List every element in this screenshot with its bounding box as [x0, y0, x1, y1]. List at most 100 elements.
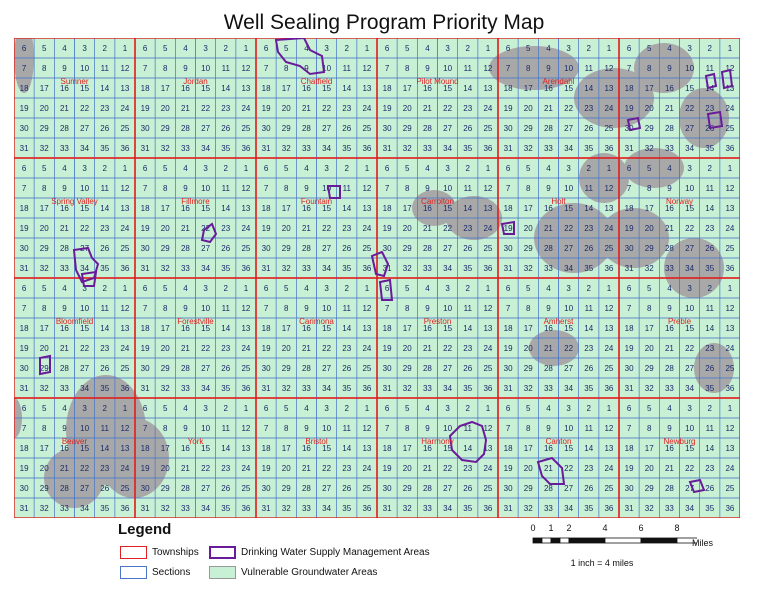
- section-number: 4: [304, 44, 309, 53]
- section-number: 29: [161, 484, 170, 493]
- section-number: 13: [604, 324, 613, 333]
- section-number: 6: [385, 44, 390, 53]
- section-number: 11: [585, 424, 594, 433]
- section-number: 15: [322, 204, 331, 213]
- section-number: 6: [22, 284, 27, 293]
- section-number: 15: [201, 324, 210, 333]
- section-number: 33: [544, 144, 553, 153]
- section-number: 14: [100, 444, 109, 453]
- section-number: 33: [302, 504, 311, 513]
- section-number: 5: [526, 44, 531, 53]
- section-number: 23: [100, 104, 109, 113]
- section-number: 5: [405, 164, 410, 173]
- section-number: 36: [483, 504, 492, 513]
- section-number: 32: [161, 144, 170, 153]
- section-number: 16: [665, 204, 674, 213]
- section-number: 22: [322, 224, 331, 233]
- legend-dwsma-swatch: [209, 546, 236, 559]
- section-number: 21: [181, 224, 190, 233]
- scale-tick-label: 8: [674, 523, 679, 533]
- section-number: 8: [405, 304, 410, 313]
- section-number: 25: [362, 364, 371, 373]
- section-number: 2: [345, 404, 350, 413]
- section-number: 36: [241, 144, 250, 153]
- section-number: 31: [262, 144, 271, 153]
- section-number: 30: [20, 364, 29, 373]
- section-number: 10: [201, 424, 210, 433]
- section-number: 27: [564, 244, 573, 253]
- section-number: 29: [40, 244, 49, 253]
- section-number: 16: [665, 324, 674, 333]
- section-number: 21: [423, 344, 432, 353]
- section-number: 24: [483, 224, 492, 233]
- section-number: 7: [22, 184, 27, 193]
- section-number: 26: [221, 484, 230, 493]
- section-number: 5: [284, 404, 289, 413]
- section-number: 21: [544, 104, 553, 113]
- section-number: 4: [425, 284, 430, 293]
- non-vulnerable-area-12: [412, 190, 456, 226]
- section-number: 20: [161, 464, 170, 473]
- section-number: 10: [685, 424, 694, 433]
- section-number: 35: [584, 264, 593, 273]
- section-number: 35: [342, 504, 351, 513]
- section-number: 10: [322, 184, 331, 193]
- section-number: 9: [425, 184, 430, 193]
- section-number: 17: [282, 204, 291, 213]
- section-number: 23: [463, 224, 472, 233]
- section-number: 25: [241, 484, 250, 493]
- section-number: 1: [728, 44, 733, 53]
- section-number: 13: [483, 444, 492, 453]
- section-number: 34: [685, 504, 694, 513]
- scale-tick-label: 1: [548, 523, 553, 533]
- section-number: 36: [362, 384, 371, 393]
- section-number: 7: [22, 304, 27, 313]
- section-number: 35: [221, 504, 230, 513]
- section-number: 16: [423, 84, 432, 93]
- section-number: 16: [302, 84, 311, 93]
- section-number: 18: [383, 204, 392, 213]
- section-number: 34: [685, 384, 694, 393]
- section-number: 27: [564, 364, 573, 373]
- section-number: 33: [60, 384, 69, 393]
- section-number: 6: [264, 44, 269, 53]
- section-number: 1: [728, 164, 733, 173]
- legend-vulnerable: Vulnerable Groundwater Areas: [209, 566, 377, 579]
- section-number: 20: [524, 224, 533, 233]
- section-number: 7: [143, 424, 148, 433]
- section-number: 24: [604, 104, 613, 113]
- section-number: 22: [322, 344, 331, 353]
- section-number: 23: [705, 464, 714, 473]
- section-number: 34: [564, 144, 573, 153]
- section-number: 3: [445, 44, 450, 53]
- section-number: 28: [60, 244, 69, 253]
- section-number: 26: [221, 244, 230, 253]
- section-number: 32: [282, 504, 291, 513]
- section-number: 1: [607, 44, 612, 53]
- section-number: 21: [60, 464, 69, 473]
- dwsma-area-0: [274, 38, 326, 76]
- section-number: 6: [385, 404, 390, 413]
- section-number: 21: [423, 104, 432, 113]
- section-number: 3: [203, 404, 208, 413]
- section-number: 32: [403, 384, 412, 393]
- section-number: 21: [544, 464, 553, 473]
- section-number: 21: [302, 464, 311, 473]
- section-number: 5: [163, 284, 168, 293]
- section-number: 18: [504, 204, 513, 213]
- section-number: 26: [342, 484, 351, 493]
- section-number: 33: [665, 504, 674, 513]
- section-number: 20: [403, 224, 412, 233]
- section-number: 7: [506, 424, 511, 433]
- township-label: Spring Valley: [51, 197, 98, 206]
- section-number: 24: [604, 464, 613, 473]
- non-vulnerable-area-13: [624, 148, 684, 188]
- section-number: 24: [483, 344, 492, 353]
- section-number: 7: [385, 304, 390, 313]
- section-number: 5: [42, 44, 47, 53]
- section-number: 14: [342, 444, 351, 453]
- section-number: 16: [423, 324, 432, 333]
- section-number: 28: [181, 244, 190, 253]
- section-number: 23: [100, 344, 109, 353]
- section-number: 17: [645, 84, 654, 93]
